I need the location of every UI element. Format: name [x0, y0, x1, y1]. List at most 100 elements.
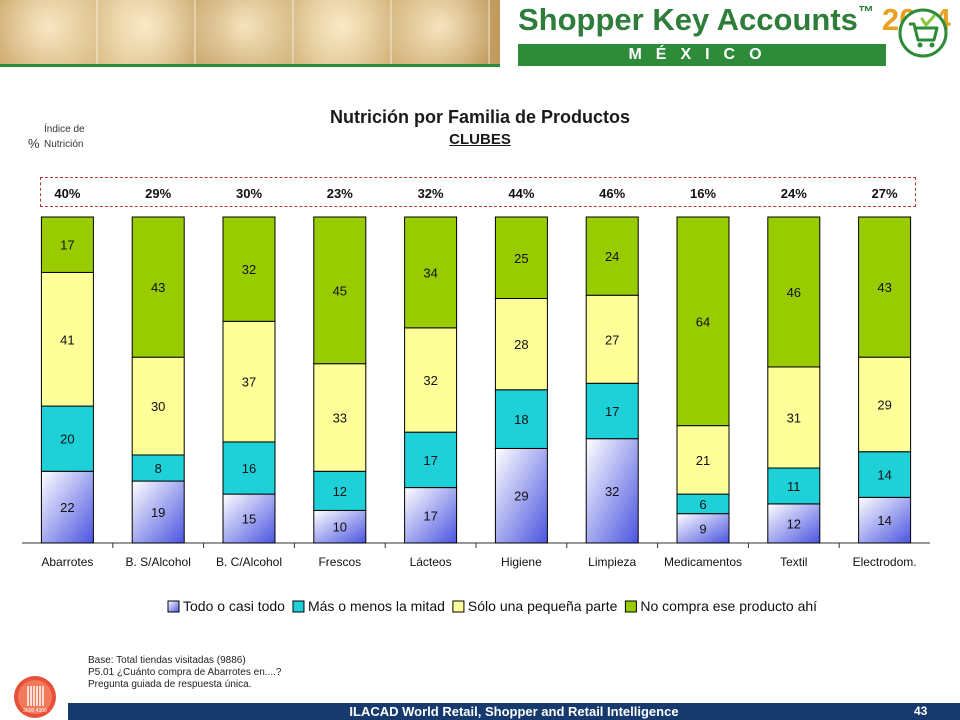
data-label: 31: [787, 410, 801, 425]
bar-segment: [858, 356, 912, 453]
data-label: 24: [605, 249, 619, 264]
data-label: 20: [60, 432, 74, 447]
legend-label: Más o menos la mitad: [308, 598, 445, 614]
bar-segment: [767, 503, 821, 544]
data-label: 6: [699, 497, 706, 512]
page-number: 43: [914, 704, 928, 718]
data-label: 14: [877, 468, 891, 483]
legend-swatch: [452, 600, 465, 613]
data-label: 37: [242, 375, 256, 390]
bar-segment: [767, 366, 821, 469]
bar-segment: [858, 451, 912, 498]
data-label: 17: [605, 404, 619, 419]
footnote: Base: Total tiendas visitadas (9886) P5.…: [88, 655, 281, 691]
legend-swatch: [292, 600, 305, 613]
bar-segment: [404, 216, 458, 329]
bar-segment: [585, 438, 639, 544]
index-value: 29%: [145, 186, 171, 201]
data-label: 29: [514, 489, 528, 504]
data-label: 21: [696, 453, 710, 468]
category-label: Higiene: [501, 555, 542, 569]
brand-name: Shopper Key Accounts: [518, 2, 858, 37]
bar-segment: [222, 216, 276, 322]
footnote-line: Base: Total tiendas visitadas (9886): [88, 655, 246, 666]
seal-text: 3600 4300: [23, 708, 47, 714]
bar-segment: [222, 441, 276, 495]
legend-swatch: [167, 600, 180, 613]
category-label: Frescos: [318, 555, 361, 569]
index-value: 23%: [327, 186, 353, 201]
data-label: 29: [877, 397, 891, 412]
bar-segment: [676, 425, 730, 495]
chart-title: Nutrición por Familia de Productos: [329, 107, 631, 127]
data-label: 11: [787, 479, 801, 494]
bar-segment: [222, 320, 276, 443]
index-value: 40%: [54, 186, 80, 201]
index-value: 24%: [781, 186, 807, 201]
data-label: 30: [151, 399, 165, 414]
bar-segment: [313, 216, 367, 365]
index-value: 44%: [508, 186, 534, 201]
bar-segment: [40, 216, 94, 273]
data-label: 8: [155, 461, 162, 476]
data-label: 32: [242, 262, 256, 277]
data-label: 17: [423, 508, 437, 523]
data-label: 22: [60, 500, 74, 515]
bar-segment: [404, 431, 458, 489]
bar-segment: [131, 216, 185, 358]
bar-segment: [131, 454, 185, 482]
bar-segment: [313, 363, 367, 472]
data-label: 19: [151, 505, 165, 520]
data-label: 27: [605, 332, 619, 347]
data-label: 43: [877, 280, 891, 295]
chart-subtitle: CLUBES: [449, 131, 511, 148]
index-value: 16%: [690, 186, 716, 201]
data-label: 10: [333, 520, 347, 535]
bar-segment: [585, 216, 639, 296]
bar-segment: [676, 216, 730, 427]
data-label: 18: [514, 412, 528, 427]
data-label: 17: [423, 453, 437, 468]
category-label: B. S/Alcohol: [126, 555, 191, 569]
bar-segment: [313, 509, 367, 544]
country-banner: MÉXICO: [518, 44, 886, 66]
header-banner-image: [0, 0, 500, 66]
category-label: Textil: [780, 555, 807, 569]
bar-segment: [40, 271, 94, 407]
bar-segment: [313, 470, 367, 511]
index-row-box: [40, 177, 916, 207]
bar-segment: [40, 470, 94, 544]
cart-logo-icon: [898, 8, 948, 58]
data-label: 32: [423, 373, 437, 388]
index-value: 46%: [599, 186, 625, 201]
data-label: 25: [514, 251, 528, 266]
data-label: 32: [605, 484, 619, 499]
index-value: 32%: [418, 186, 444, 201]
data-label: 12: [787, 516, 801, 531]
bar-segment: [40, 405, 94, 472]
index-value: 27%: [872, 186, 898, 201]
footnote-line: P5.01 ¿Cuánto compra de Abarrotes en....…: [88, 667, 282, 678]
header-rule: [0, 64, 500, 67]
data-label: 33: [333, 410, 347, 425]
legend-label: Sólo una pequeña parte: [468, 598, 618, 614]
data-label: 41: [60, 332, 74, 347]
bar-segment: [404, 327, 458, 433]
bar-segment: [858, 496, 912, 544]
legend-swatch: [624, 600, 637, 613]
footnote-line: Pregunta guiada de respuesta única.: [88, 679, 252, 690]
bar-segment: [131, 480, 185, 544]
bar-segment: [585, 382, 639, 440]
footer-bar: ILACAD World Retail, Shopper and Retail …: [68, 703, 960, 720]
index-label: Índice de Nutrición: [44, 124, 85, 150]
data-label: 15: [242, 512, 256, 527]
brand-trademark: ™: [857, 4, 874, 21]
index-value: 30%: [236, 186, 262, 201]
bar-segment: [585, 294, 639, 384]
bar-segment: [494, 216, 548, 299]
category-label: B. C/Alcohol: [216, 555, 282, 569]
data-label: 43: [151, 280, 165, 295]
data-label: 16: [242, 461, 256, 476]
category-label: Abarrotes: [41, 555, 93, 569]
